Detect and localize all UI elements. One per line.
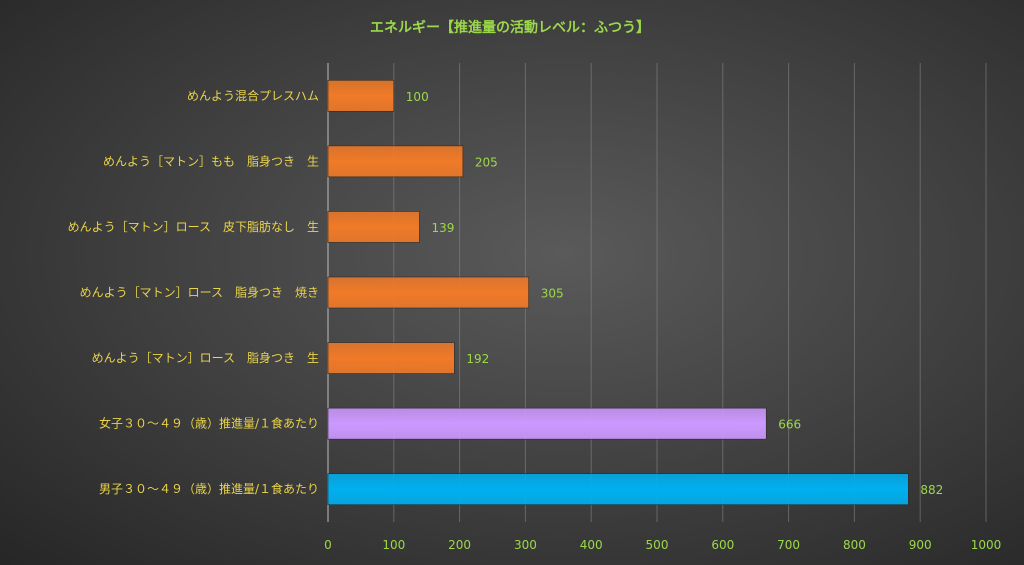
value-label: 100 xyxy=(406,90,429,104)
x-tick-label: 700 xyxy=(777,538,800,552)
value-label: 205 xyxy=(475,155,498,169)
bar xyxy=(327,211,420,243)
bar xyxy=(327,79,395,112)
value-labels: 100 205 139 305 192 666 882 xyxy=(406,90,943,497)
bar xyxy=(327,407,767,440)
x-tick-labels: 0 100 200 300 400 500 600 700 800 900 1000 xyxy=(324,538,1001,552)
x-tick-label: 1000 xyxy=(971,538,1002,552)
bar xyxy=(327,145,464,178)
category-label: 女子３０～４９（歳）推進量/１食あたり xyxy=(99,416,319,431)
bar xyxy=(327,342,455,374)
category-label: 男子３０～４９（歳）推進量/１食あたり xyxy=(99,481,319,496)
category-label: めんよう混合プレスハム xyxy=(187,88,319,103)
x-tick-label: 400 xyxy=(580,538,603,552)
x-tick-label: 300 xyxy=(514,538,537,552)
x-tick-label: 800 xyxy=(843,538,866,552)
category-label: めんよう［マトン］ロース 脂身つき 焼き xyxy=(80,285,319,300)
x-tick-label: 900 xyxy=(909,538,932,552)
grid-lines xyxy=(327,63,987,522)
x-tick-label: 200 xyxy=(448,538,471,552)
category-label: めんよう［マトン］ロース 脂身つき 生 xyxy=(92,350,319,365)
value-label: 882 xyxy=(920,483,943,497)
x-tick-label: 100 xyxy=(382,538,405,552)
value-label: 305 xyxy=(541,287,564,301)
value-label: 139 xyxy=(431,221,454,235)
bar xyxy=(327,276,529,309)
x-tick-label: 0 xyxy=(324,538,332,552)
chart-title: エネルギー【推進量の活動レベル：ふつう】 xyxy=(370,19,650,36)
category-label: めんよう［マトン］ロース 皮下脂肪なし 生 xyxy=(68,219,319,234)
value-label: 192 xyxy=(466,352,489,366)
category-label: めんよう［マトン］もも 脂身つき 生 xyxy=(103,153,319,168)
value-label: 666 xyxy=(778,418,801,432)
bars xyxy=(327,79,909,506)
bar xyxy=(327,473,909,506)
x-tick-label: 600 xyxy=(711,538,734,552)
x-tick-label: 500 xyxy=(646,538,669,552)
